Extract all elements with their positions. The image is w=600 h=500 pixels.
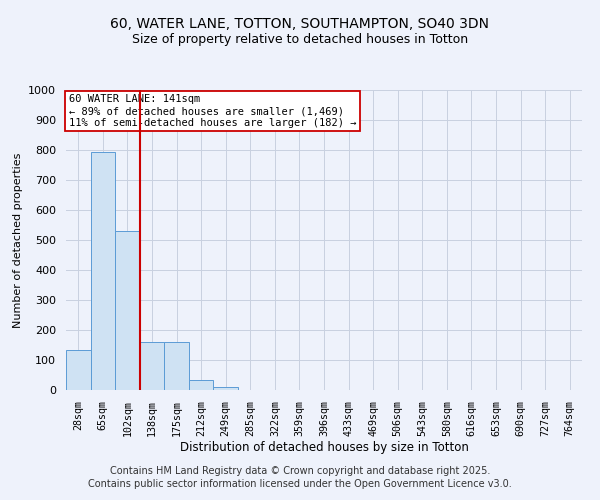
Bar [115,231,140,390]
Text: Size of property relative to detached houses in Totton: Size of property relative to detached ho… [132,32,468,46]
Bar [189,380,214,390]
Text: Contains HM Land Registry data © Crown copyright and database right 2025.: Contains HM Land Registry data © Crown c… [110,466,490,476]
Bar [66,350,91,390]
Y-axis label: Number of detached properties: Number of detached properties [13,152,23,328]
Text: 60 WATER LANE: 141sqm
← 89% of detached houses are smaller (1,469)
11% of semi-d: 60 WATER LANE: 141sqm ← 89% of detached … [68,94,356,128]
Text: 60, WATER LANE, TOTTON, SOUTHAMPTON, SO40 3DN: 60, WATER LANE, TOTTON, SOUTHAMPTON, SO4… [110,18,490,32]
Bar [91,152,115,390]
Text: Contains public sector information licensed under the Open Government Licence v3: Contains public sector information licen… [88,479,512,489]
X-axis label: Distribution of detached houses by size in Totton: Distribution of detached houses by size … [179,442,469,454]
Bar [164,342,189,390]
Bar [214,387,238,390]
Bar [140,342,164,390]
